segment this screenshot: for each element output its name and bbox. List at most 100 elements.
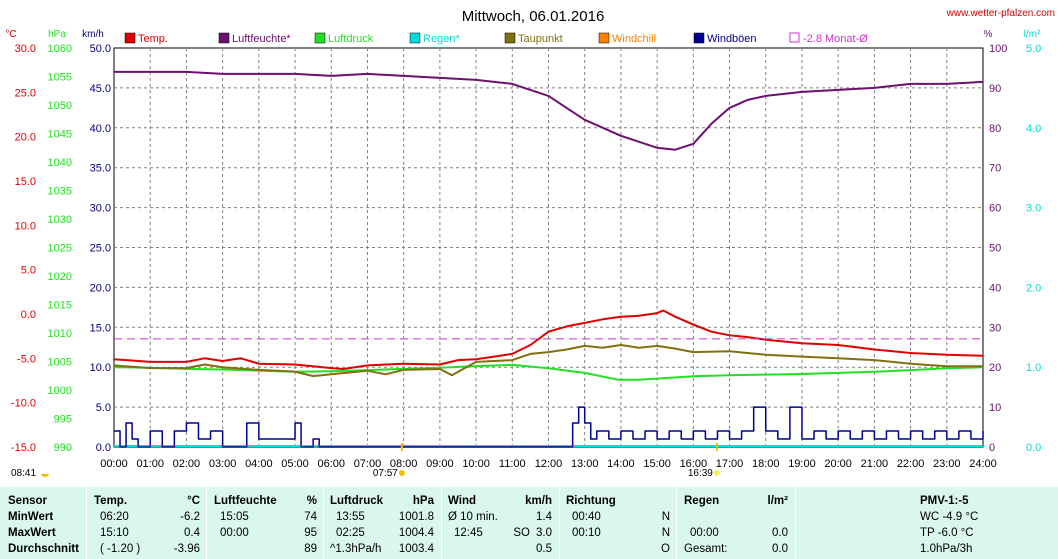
legend-item: Windböen: [693, 32, 757, 45]
stats-humidity: Luftfeuchte% 15:05 74 00:00 95 89: [214, 487, 317, 559]
temp-tick-label: 5.0: [21, 265, 36, 277]
wind-header: Wind: [448, 495, 476, 507]
pressure-tick-label: 1005: [48, 357, 72, 369]
wind-avg-value: 0.5: [536, 543, 552, 555]
wind-tick-label: 35.0: [90, 163, 111, 175]
pmv-max: TP -6.0 °C: [920, 527, 974, 539]
series-temp: [113, 309, 984, 370]
rain-tick-label: 4.0: [1026, 123, 1041, 135]
wind-tick-label: 15.0: [90, 322, 111, 334]
wind-tick-label: 0.0: [96, 442, 111, 454]
rain-max-value: 0.0: [772, 527, 788, 539]
temp-tick-label: -15.0: [11, 442, 36, 454]
x-tick-label: 00:00: [100, 458, 128, 470]
pressure-header: Luftdruck: [330, 495, 384, 507]
humidity-avg-value: 89: [304, 543, 317, 555]
temp-avg-note: ( -1.20 ): [100, 543, 141, 555]
temp-unit: °C: [187, 495, 200, 507]
humidity-min-value: 74: [304, 511, 317, 523]
legend-label: Taupunkt: [518, 33, 563, 45]
wind-min-value: 1.4: [536, 511, 552, 523]
humidity-unit: %: [306, 495, 317, 507]
pressure-tick-label: 1000: [48, 385, 72, 397]
chart-series: [113, 70, 984, 448]
rain-axis-unit: l/m²: [1024, 29, 1041, 40]
stats-temp: Temp. °C 06:20 -6.2 15:10 0.4 ( -1.20 ) -3.9…: [94, 487, 200, 559]
pressure-avg-note: ^1.3hPa/h: [330, 543, 382, 555]
direction-max-time: 00:10: [572, 527, 601, 539]
x-tick-label: 23:00: [933, 458, 961, 470]
wind-axis-unit: km/h: [82, 29, 104, 40]
wind-tick-label: 50.0: [90, 43, 111, 55]
humidity-tick-label: 90: [989, 83, 1001, 95]
legend-item: Temp.: [124, 32, 168, 45]
humidity-tick-label: 10: [989, 402, 1001, 414]
pressure-tick-label: 1025: [48, 243, 72, 255]
legend-item: Luftfeuchte*: [218, 32, 291, 45]
pressure-tick-label: 1050: [48, 100, 72, 112]
chart-title: Mittwoch, 06.01.2016: [462, 8, 605, 25]
temp-tick-label: 25.0: [15, 87, 36, 99]
moonrise-label: 08:41: [11, 468, 36, 479]
sunset-label: 16:39: [688, 468, 713, 479]
temp-avg-value: -3.96: [173, 543, 200, 555]
x-tick-label: 10:00: [462, 458, 490, 470]
humidity-tick-label: 80: [989, 123, 1001, 135]
legend-label: -2.8 Monat-Ø: [803, 33, 868, 45]
temp-header: Temp.: [94, 495, 128, 507]
legend-swatch: [124, 32, 136, 44]
pressure-tick-label: 1055: [48, 72, 72, 84]
site-link[interactable]: www.wetter-pfalzen.com: [946, 8, 1055, 19]
temp-tick-label: 10.0: [15, 220, 36, 232]
direction-avg-dir: O: [661, 543, 670, 555]
legend-swatch: [504, 32, 516, 44]
stats-pmv: PMV-1:-5 WC -4.9 °C TP -6.0 °C 1.0hPa/3h: [803, 487, 1053, 559]
wind-tick-label: 20.0: [90, 282, 111, 294]
legend-swatch: [314, 32, 326, 44]
wind-max-time: 12:45: [454, 527, 483, 539]
legend-label: Windchill: [612, 33, 656, 45]
humidity-tick-label: 20: [989, 362, 1001, 374]
temp-tick-label: 20.0: [15, 132, 36, 144]
wind-tick-label: 45.0: [90, 83, 111, 95]
humidity-max-time: 00:00: [220, 527, 249, 539]
wind-tick-label: 40.0: [90, 123, 111, 135]
stats-row-labels: Sensor MinWert MaxWert Durchschnitt: [8, 487, 86, 559]
humidity-header: Luftfeuchte: [214, 495, 277, 507]
legend-item: Regen*: [409, 32, 460, 45]
pressure-max-time: 02:25: [336, 527, 365, 539]
wind-max-dir: SO: [513, 527, 530, 539]
x-tick-label: 20:00: [824, 458, 852, 470]
pmv-header: PMV-1:-5: [920, 495, 969, 507]
direction-max-dir: N: [661, 527, 670, 539]
temp-min-value: -6.2: [180, 511, 200, 523]
temp-tick-label: 0.0: [21, 309, 36, 321]
series-humidity: [114, 70, 984, 151]
legend-label: Luftdruck: [328, 33, 374, 45]
wind-tick-label: 10.0: [90, 362, 111, 374]
x-tick-label: 07:00: [354, 458, 382, 470]
legend-swatch: [789, 32, 800, 43]
x-tick-label: 19:00: [788, 458, 816, 470]
x-tick-label: 14:00: [607, 458, 635, 470]
temp-tick-label: 15.0: [15, 176, 36, 188]
pressure-max-value: 1004.4: [398, 527, 434, 539]
humidity-max-value: 95: [304, 527, 317, 539]
wind-max-value: 3.0: [536, 527, 552, 539]
label-sensor: Sensor: [8, 495, 47, 507]
x-tick-label: 18:00: [752, 458, 780, 470]
temp-tick-label: -5.0: [17, 353, 36, 365]
x-tick-label: 02:00: [173, 458, 201, 470]
pressure-tick-label: 1040: [48, 157, 72, 169]
pressure-tick-label: 995: [54, 414, 72, 426]
dawn-label: 07:57: [373, 468, 398, 479]
x-tick-label: 09:00: [426, 458, 454, 470]
pressure-axis-unit: hPa: [48, 29, 66, 40]
legend-label: Luftfeuchte*: [232, 33, 291, 45]
series-dewpoint: [113, 344, 983, 378]
temp-axis-unit: °C: [5, 29, 16, 40]
pressure-tick-label: 1030: [48, 214, 72, 226]
pressure-tick-label: 990: [54, 442, 72, 454]
x-tick-label: 08:00: [390, 458, 418, 470]
legend-swatch: [693, 32, 705, 44]
